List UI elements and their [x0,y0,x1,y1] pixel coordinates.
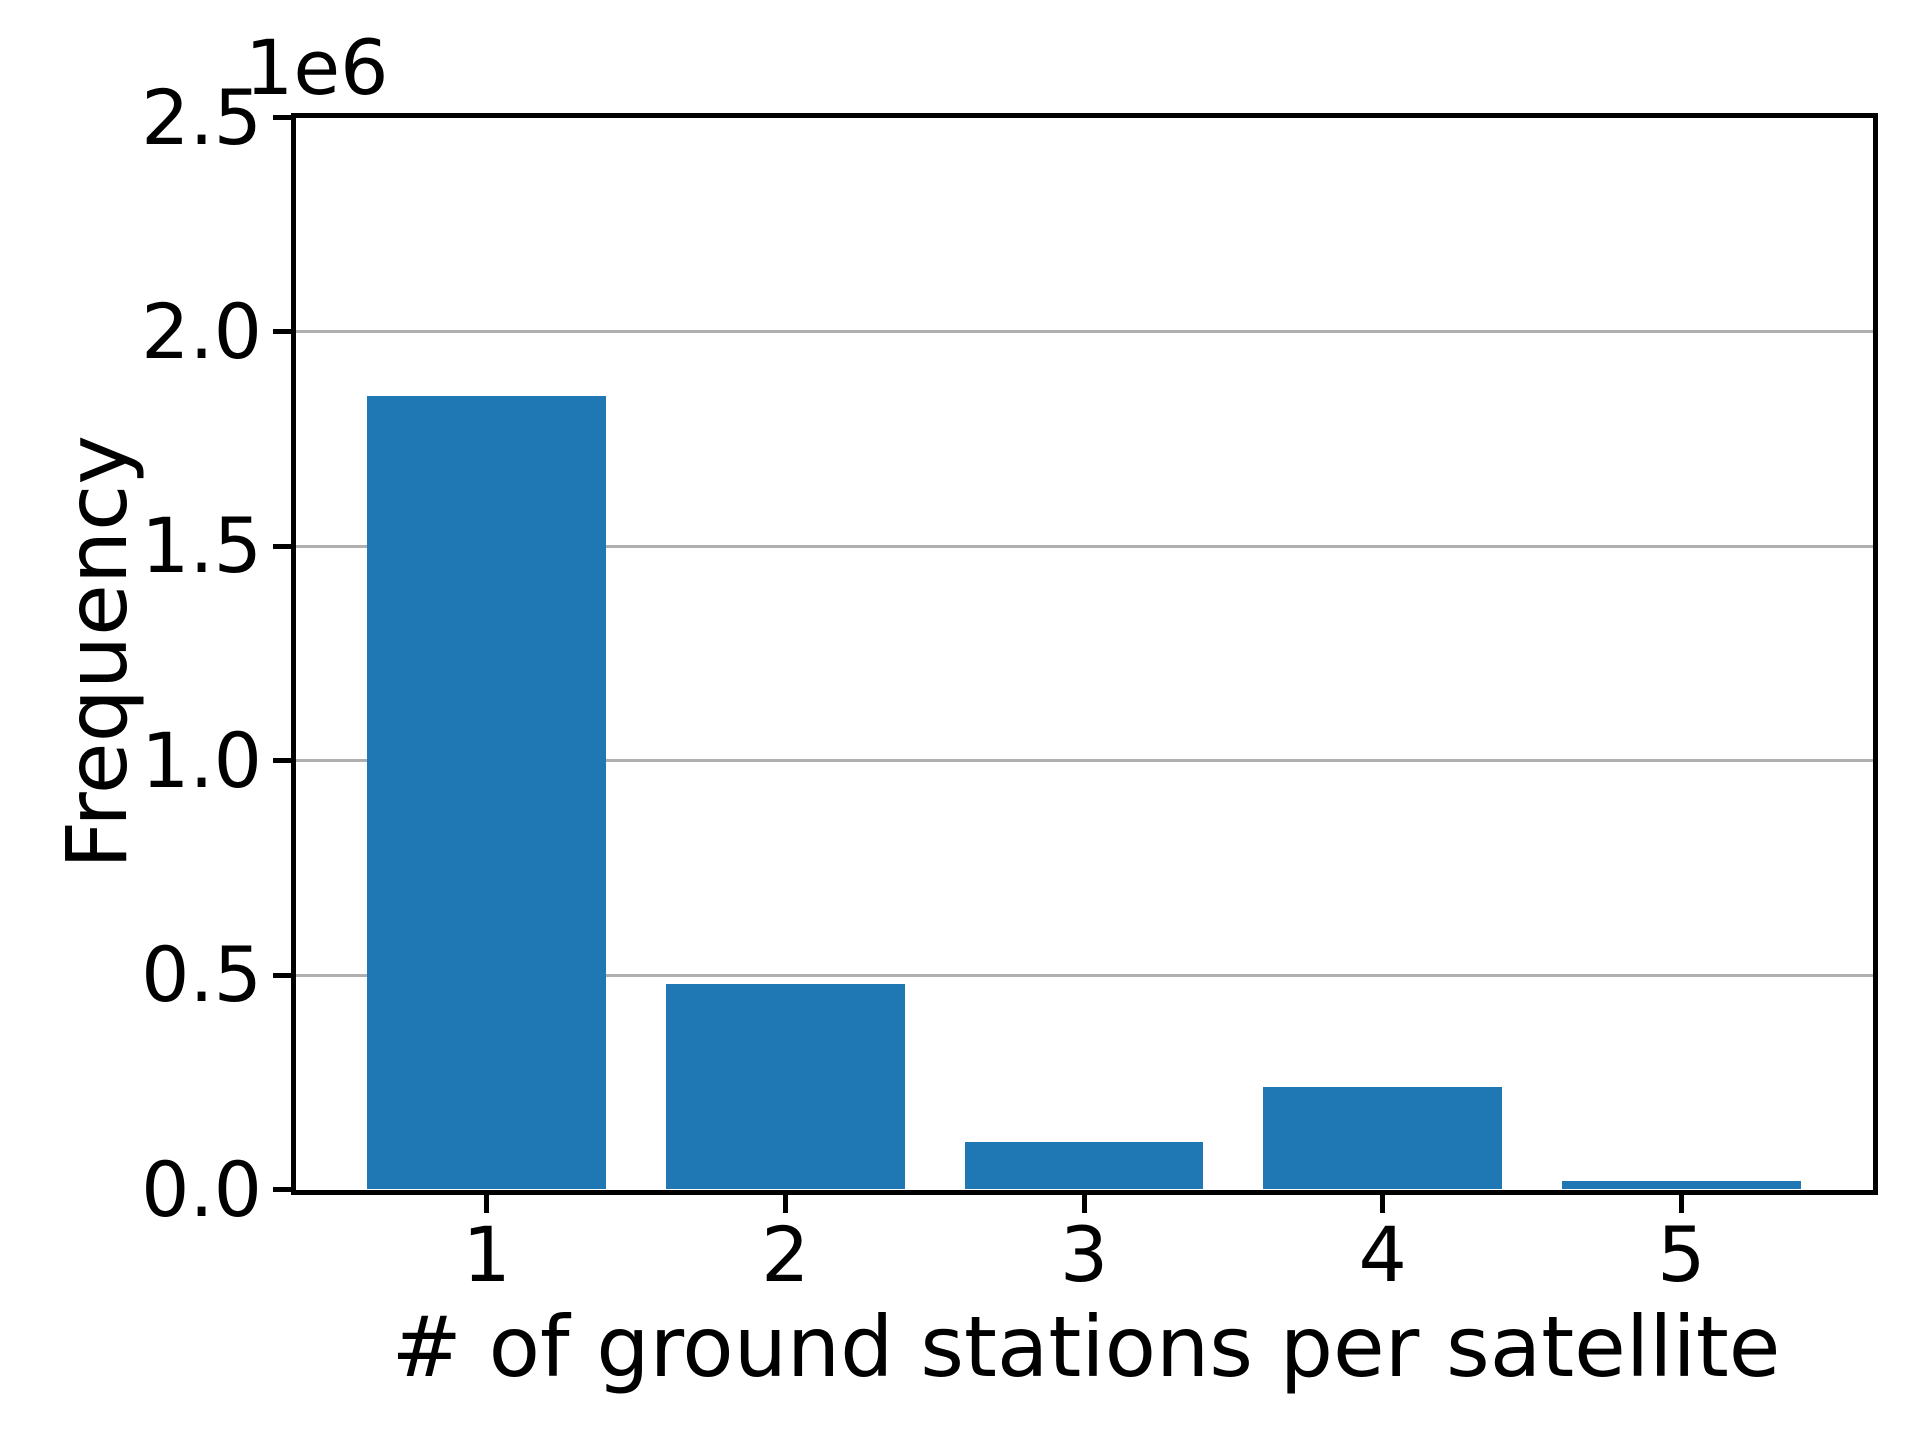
x-tick-mark [1380,1194,1386,1213]
x-tick-mark [782,1194,788,1213]
x-tick-label: 2 [761,1209,810,1299]
y-tick-label: 1.0 [141,715,262,805]
y-tick-mark [272,972,291,978]
x-tick-label: 4 [1358,1209,1407,1299]
y-tick-label: 0.5 [141,930,262,1020]
y-tick-mark [272,1187,291,1192]
gridline [295,759,1873,763]
y-tick-label: 2.0 [141,286,262,376]
y-axis-label: Frequency [48,435,146,869]
gridline [295,330,1873,334]
gridline [295,973,1873,977]
plot-area [290,112,1878,1195]
bar [1263,1086,1503,1190]
bar [964,1142,1204,1190]
y-tick-mark [272,543,291,549]
y-axis-offset-text: 1e6 [245,23,389,112]
y-tick-label: 2.5 [141,72,262,162]
x-tick-label: 1 [462,1209,511,1299]
gridline [295,544,1873,548]
y-tick-label: 1.5 [141,501,262,591]
y-tick-label: 0.0 [141,1144,262,1234]
x-tick-mark [1678,1194,1684,1213]
y-tick-mark [272,758,291,764]
bar [367,396,607,1190]
y-tick-mark [272,329,291,335]
x-tick-mark [1081,1194,1087,1213]
x-tick-label: 3 [1059,1209,1109,1299]
y-tick-mark [272,115,291,120]
bar [1561,1180,1801,1190]
x-tick-label: 5 [1657,1209,1706,1299]
x-axis-label: # of ground stations per satellite [391,1298,1781,1396]
x-tick-mark [484,1194,490,1213]
bar [665,983,905,1190]
